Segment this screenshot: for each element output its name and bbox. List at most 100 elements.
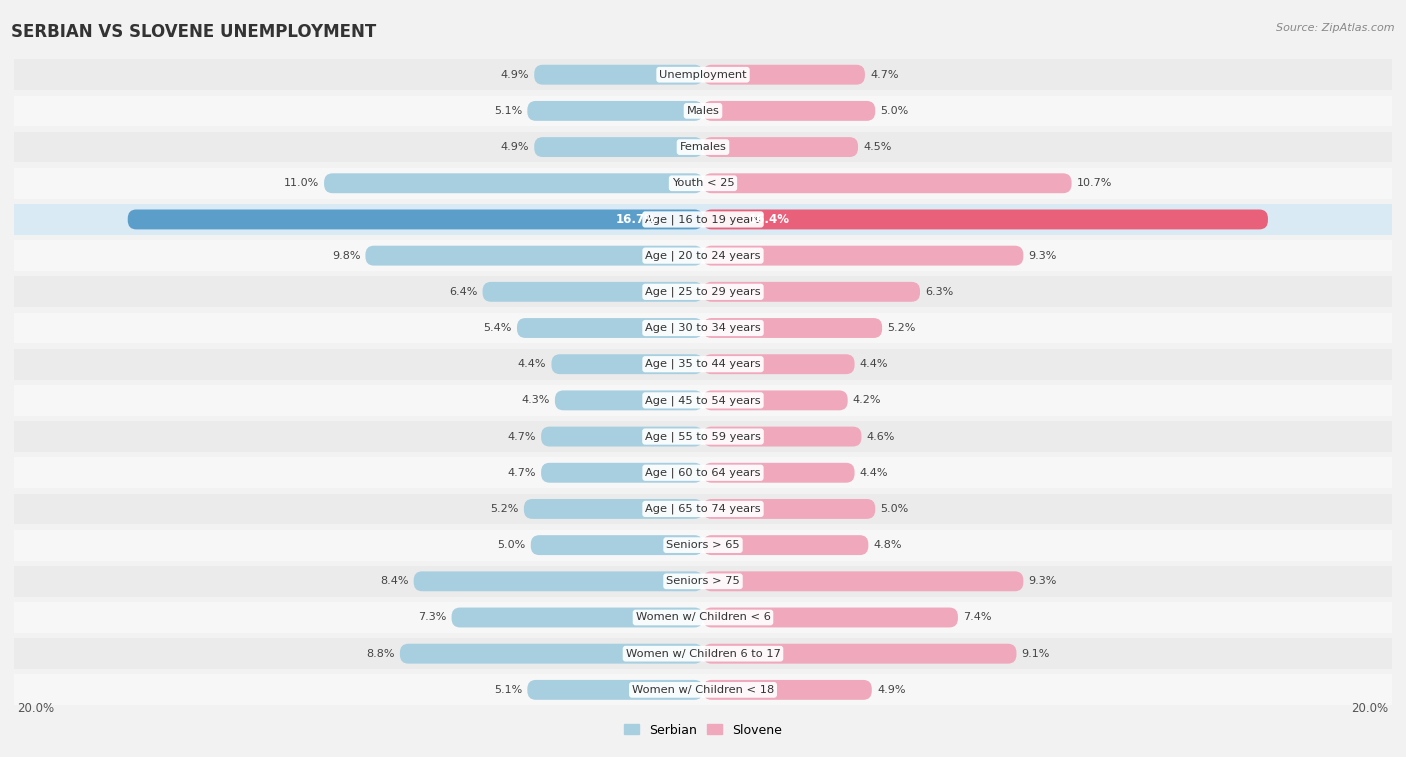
Text: 5.0%: 5.0% xyxy=(880,504,908,514)
Text: Age | 30 to 34 years: Age | 30 to 34 years xyxy=(645,322,761,333)
FancyBboxPatch shape xyxy=(703,137,858,157)
Bar xyxy=(14,240,1392,271)
FancyBboxPatch shape xyxy=(482,282,703,302)
Text: Seniors > 75: Seniors > 75 xyxy=(666,576,740,587)
FancyBboxPatch shape xyxy=(703,535,869,555)
FancyBboxPatch shape xyxy=(399,643,703,664)
Text: 4.4%: 4.4% xyxy=(859,359,889,369)
FancyBboxPatch shape xyxy=(517,318,703,338)
Bar xyxy=(14,674,1392,706)
FancyBboxPatch shape xyxy=(366,246,703,266)
Text: Females: Females xyxy=(679,142,727,152)
Text: 4.9%: 4.9% xyxy=(501,142,529,152)
Legend: Serbian, Slovene: Serbian, Slovene xyxy=(619,718,787,742)
Text: Women w/ Children 6 to 17: Women w/ Children 6 to 17 xyxy=(626,649,780,659)
Text: Age | 45 to 54 years: Age | 45 to 54 years xyxy=(645,395,761,406)
FancyBboxPatch shape xyxy=(451,608,703,628)
FancyBboxPatch shape xyxy=(541,427,703,447)
Text: Source: ZipAtlas.com: Source: ZipAtlas.com xyxy=(1277,23,1395,33)
FancyBboxPatch shape xyxy=(703,499,875,519)
Text: 20.0%: 20.0% xyxy=(17,702,55,715)
Text: 5.2%: 5.2% xyxy=(491,504,519,514)
Text: Age | 60 to 64 years: Age | 60 to 64 years xyxy=(645,468,761,478)
Text: 9.3%: 9.3% xyxy=(1029,576,1057,587)
Text: 4.9%: 4.9% xyxy=(877,685,905,695)
Text: 4.4%: 4.4% xyxy=(859,468,889,478)
Text: 4.7%: 4.7% xyxy=(870,70,898,79)
Bar xyxy=(14,457,1392,488)
Text: 5.1%: 5.1% xyxy=(494,106,522,116)
Text: 16.7%: 16.7% xyxy=(616,213,657,226)
Text: 8.8%: 8.8% xyxy=(366,649,395,659)
Text: 5.0%: 5.0% xyxy=(498,540,526,550)
Text: Age | 55 to 59 years: Age | 55 to 59 years xyxy=(645,431,761,442)
FancyBboxPatch shape xyxy=(524,499,703,519)
Text: 4.4%: 4.4% xyxy=(517,359,547,369)
Text: 4.9%: 4.9% xyxy=(501,70,529,79)
FancyBboxPatch shape xyxy=(527,101,703,121)
Text: Youth < 25: Youth < 25 xyxy=(672,178,734,188)
Bar xyxy=(14,385,1392,416)
FancyBboxPatch shape xyxy=(555,391,703,410)
Bar xyxy=(14,421,1392,452)
Text: 16.4%: 16.4% xyxy=(748,213,789,226)
Text: 9.1%: 9.1% xyxy=(1022,649,1050,659)
FancyBboxPatch shape xyxy=(413,572,703,591)
FancyBboxPatch shape xyxy=(703,643,1017,664)
Text: 4.6%: 4.6% xyxy=(866,431,896,441)
Text: 10.7%: 10.7% xyxy=(1077,178,1112,188)
FancyBboxPatch shape xyxy=(703,680,872,699)
Bar xyxy=(14,59,1392,90)
Text: Age | 20 to 24 years: Age | 20 to 24 years xyxy=(645,251,761,261)
Bar xyxy=(14,602,1392,633)
Bar xyxy=(14,638,1392,669)
Bar xyxy=(14,276,1392,307)
Text: Age | 35 to 44 years: Age | 35 to 44 years xyxy=(645,359,761,369)
Text: 4.2%: 4.2% xyxy=(853,395,882,406)
FancyBboxPatch shape xyxy=(703,391,848,410)
FancyBboxPatch shape xyxy=(703,246,1024,266)
FancyBboxPatch shape xyxy=(703,572,1024,591)
Bar xyxy=(14,95,1392,126)
Bar xyxy=(14,204,1392,235)
Text: 11.0%: 11.0% xyxy=(284,178,319,188)
Text: Age | 16 to 19 years: Age | 16 to 19 years xyxy=(645,214,761,225)
Text: 7.4%: 7.4% xyxy=(963,612,991,622)
Bar xyxy=(14,566,1392,597)
Text: 20.0%: 20.0% xyxy=(1351,702,1389,715)
Text: Males: Males xyxy=(686,106,720,116)
Bar xyxy=(14,530,1392,560)
FancyBboxPatch shape xyxy=(128,210,703,229)
Text: Age | 25 to 29 years: Age | 25 to 29 years xyxy=(645,287,761,297)
Text: 5.4%: 5.4% xyxy=(484,323,512,333)
FancyBboxPatch shape xyxy=(534,65,703,85)
FancyBboxPatch shape xyxy=(703,354,855,374)
FancyBboxPatch shape xyxy=(703,318,882,338)
Text: 4.3%: 4.3% xyxy=(522,395,550,406)
Text: 4.7%: 4.7% xyxy=(508,431,536,441)
Bar xyxy=(14,168,1392,198)
FancyBboxPatch shape xyxy=(703,210,1268,229)
Text: 4.8%: 4.8% xyxy=(873,540,903,550)
FancyBboxPatch shape xyxy=(527,680,703,699)
Text: 6.3%: 6.3% xyxy=(925,287,953,297)
Text: 5.2%: 5.2% xyxy=(887,323,915,333)
FancyBboxPatch shape xyxy=(703,173,1071,193)
FancyBboxPatch shape xyxy=(703,463,855,483)
FancyBboxPatch shape xyxy=(703,65,865,85)
Text: SERBIAN VS SLOVENE UNEMPLOYMENT: SERBIAN VS SLOVENE UNEMPLOYMENT xyxy=(11,23,377,41)
Bar xyxy=(14,494,1392,525)
FancyBboxPatch shape xyxy=(703,427,862,447)
FancyBboxPatch shape xyxy=(703,608,957,628)
Text: Age | 65 to 74 years: Age | 65 to 74 years xyxy=(645,503,761,514)
Text: Women w/ Children < 6: Women w/ Children < 6 xyxy=(636,612,770,622)
Text: Unemployment: Unemployment xyxy=(659,70,747,79)
FancyBboxPatch shape xyxy=(323,173,703,193)
Bar xyxy=(14,313,1392,344)
Text: 9.3%: 9.3% xyxy=(1029,251,1057,260)
Text: 5.0%: 5.0% xyxy=(880,106,908,116)
Text: 4.5%: 4.5% xyxy=(863,142,891,152)
FancyBboxPatch shape xyxy=(703,101,875,121)
FancyBboxPatch shape xyxy=(531,535,703,555)
Text: 6.4%: 6.4% xyxy=(449,287,478,297)
